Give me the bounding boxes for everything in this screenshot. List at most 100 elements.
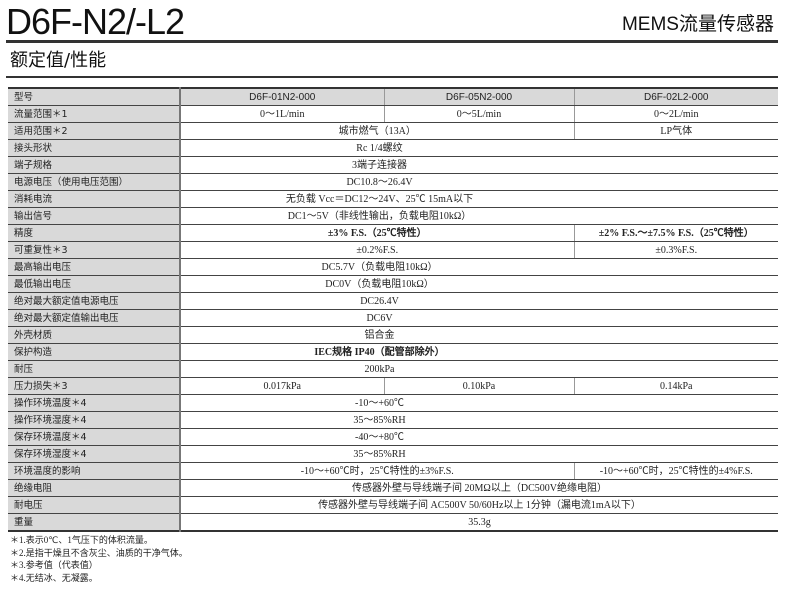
row-label: 最低输出电压 [8, 275, 181, 293]
row-label: 接头形状 [8, 139, 181, 157]
row-label: 压力损失＊3 [8, 377, 181, 395]
cell-value: 0.017kPa [180, 377, 384, 395]
row-label: 精度 [8, 224, 181, 242]
section-divider [6, 76, 778, 78]
cell-value: DC6V [180, 309, 778, 327]
table-row: 型号 D6F-01N2-000 D6F-05N2-000 D6F-02L2-000 [8, 88, 778, 106]
table-row: 耐压 200kPa [8, 360, 778, 378]
table-row: 操作环境湿度＊4 35～85%RH [8, 411, 778, 429]
table-row: 压力损失＊3 0.017kPa 0.10kPa 0.14kPa [8, 377, 778, 395]
table-row: 端子规格 3端子连接器 [8, 156, 778, 174]
row-label: 操作环境湿度＊4 [8, 411, 181, 429]
table-row: 耐电压 传感器外壁与导线端子间 AC500V 50/60Hz以上 1分钟（漏电流1… [8, 496, 778, 514]
cell-value: D6F-02L2-000 [573, 88, 778, 106]
row-label: 端子规格 [8, 156, 181, 174]
row-label: 流量范围＊1 [8, 105, 181, 123]
row-label: 可重复性＊3 [8, 241, 181, 259]
cell-value: DC0V（负载电阻10kΩ） [180, 275, 778, 293]
product-category: MEMS流量传感器 [621, 14, 774, 35]
row-label: 保护构造 [8, 343, 181, 361]
table-row: 最高输出电压 DC5.7V（负载电阻10kΩ） [8, 258, 778, 276]
row-label: 重量 [8, 513, 181, 532]
cell-value: ±0.2%F.S. [180, 241, 574, 259]
table-row: 最低输出电压 DC0V（负载电阻10kΩ） [8, 275, 778, 293]
table-row: 环境温度的影响 -10～+60℃时，25℃特性的±3%F.S. -10～+60℃时，… [8, 462, 778, 480]
table-row: 电源电压（使用电压范围） DC10.8～26.4V [8, 173, 778, 191]
table-row: 精度 ±3% F.S.（25℃特性） ±2% F.S.～±7.5% F.S.（25℃… [8, 224, 778, 242]
row-label: 电源电压（使用电压范围） [8, 173, 181, 191]
footnote: ＊1.表示0℃、1气压下的体积流量。 [10, 535, 153, 545]
row-label: 输出信号 [8, 207, 181, 225]
cell-value: 0.14kPa [573, 377, 778, 395]
row-label: 消耗电流 [8, 190, 181, 208]
table-row: 保存环境温度＊4 -40～+80℃ [8, 428, 778, 446]
table-row: 可重复性＊3 ±0.2%F.S. ±0.3%F.S. [8, 241, 778, 259]
table-row: 操作环境温度＊4 -10～+60℃ [8, 394, 778, 412]
cell-value: Rc 1/4螺纹 [180, 139, 778, 157]
table-row: 接头形状 Rc 1/4螺纹 [8, 139, 778, 157]
row-label: 环境温度的影响 [8, 462, 181, 480]
row-label: 适用范围＊2 [8, 122, 181, 140]
table-row: 消耗电流 无负载 Vcc＝DC12～24V、25℃ 15mA以下 [8, 190, 778, 208]
section-heading: 额定值/性能 [10, 50, 107, 71]
row-label: 绝对最大额定值输出电压 [8, 309, 181, 327]
cell-value: -10～+60℃ [180, 394, 778, 412]
page-title: D6F-N2/-L2 [6, 1, 185, 42]
row-label: 绝对最大额定值电源电压 [8, 292, 181, 310]
table-row: 绝对最大额定值电源电压 DC26.4V [8, 292, 778, 310]
cell-value: 0～5L/min [383, 105, 574, 123]
cell-value: 3端子连接器 [180, 156, 778, 174]
cell-value: -10～+60℃时，25℃特性的±3%F.S. [180, 462, 574, 480]
spec-content: 型号 D6F-01N2-000 D6F-05N2-000 D6F-02L2-000 流量… [8, 87, 778, 584]
cell-value: 35～85%RH [180, 411, 778, 429]
cell-value: D6F-05N2-000 [383, 88, 574, 106]
cell-value: 35～85%RH [180, 445, 778, 463]
row-label: 耐电压 [8, 496, 181, 514]
table-row: 重量 35.3g [8, 513, 778, 532]
table-row: 绝缘电阻 传感器外壁与导线端子间 20MΩ以上（DC500V绝缘电阻） [8, 479, 778, 497]
cell-value: ±2% F.S.～±7.5% F.S.（25℃特性） [573, 224, 778, 242]
footnote: ＊4.无结冰、无凝露。 [10, 572, 98, 583]
row-label: 保存环境湿度＊4 [8, 445, 181, 463]
cell-value: 传感器外壁与导线端子间 20MΩ以上（DC500V绝缘电阻） [180, 479, 778, 497]
cell-value: 35.3g [180, 513, 778, 532]
cell-value: 传感器外壁与导线端子间 AC500V 50/60Hz以上 1分钟（漏电流1mA以… [180, 496, 778, 514]
cell-value: IEC规格 IP40（配管部除外） [180, 343, 778, 361]
cell-value: ±0.3%F.S. [573, 241, 778, 259]
cell-value: -10～+60℃时，25℃特性的±4%F.S. [573, 462, 778, 480]
row-label: 外壳材质 [8, 326, 181, 344]
table-row: 保存环境湿度＊4 35～85%RH [8, 445, 778, 463]
row-label: 耐压 [8, 360, 181, 378]
cell-value: DC1～5V（非线性输出，负载电阻10kΩ） [180, 207, 778, 225]
table-row: 适用范围＊2 城市燃气（13A） LP气体 [8, 122, 778, 140]
cell-value: -40～+80℃ [180, 428, 778, 446]
cell-value: 200kPa [180, 360, 778, 378]
table-row: 外壳材质 铝合金 [8, 326, 778, 344]
cell-value: 铝合金 [180, 326, 778, 344]
title-divider [6, 40, 778, 43]
footnote: ＊2.是指干燥且不含灰尘、油质的干净气体。 [10, 547, 188, 558]
table-row: 流量范围＊1 0～1L/min 0～5L/min 0～2L/min [8, 105, 778, 123]
cell-value: 0～1L/min [180, 105, 384, 123]
table-row: 绝对最大额定值输出电压 DC6V [8, 309, 778, 327]
cell-value: 0.10kPa [383, 377, 574, 395]
table-row: 输出信号 DC1～5V（非线性输出，负载电阻10kΩ） [8, 207, 778, 225]
table-row: 保护构造 IEC规格 IP40（配管部除外） [8, 343, 778, 361]
cell-value: DC26.4V [180, 292, 778, 310]
cell-value: DC10.8～26.4V [180, 173, 778, 191]
footnote: ＊3.参考值（代表值） [10, 560, 98, 570]
cell-value: 城市燃气（13A） [180, 122, 574, 140]
row-label: 保存环境温度＊4 [8, 428, 181, 446]
cell-value: DC5.7V（负载电阻10kΩ） [180, 258, 778, 276]
cell-value: 无负载 Vcc＝DC12～24V、25℃ 15mA以下 [180, 190, 778, 208]
row-label: 最高输出电压 [8, 258, 181, 276]
footnotes: ＊1.表示0℃、1气压下的体积流量。 ＊2.是指干燥且不含灰尘、油质的干净气体。 ＊… [8, 534, 778, 584]
row-label: 绝缘电阻 [8, 479, 181, 497]
cell-value: LP气体 [573, 122, 778, 140]
cell-value: D6F-01N2-000 [180, 88, 384, 106]
row-label: 型号 [8, 88, 181, 106]
spec-table: 型号 D6F-01N2-000 D6F-05N2-000 D6F-02L2-000 流量… [8, 87, 778, 532]
row-label: 操作环境温度＊4 [8, 394, 181, 412]
cell-value: ±3% F.S.（25℃特性） [180, 224, 574, 242]
cell-value: 0～2L/min [573, 105, 778, 123]
